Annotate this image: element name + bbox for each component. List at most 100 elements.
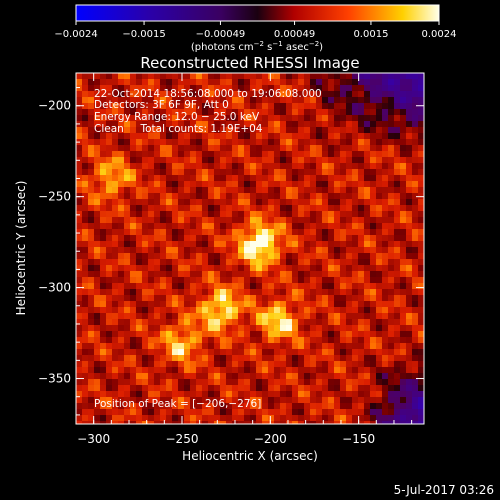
heatmap-cell xyxy=(202,307,208,313)
heatmap-cell xyxy=(340,355,346,361)
heatmap-cell xyxy=(244,319,250,325)
heatmap-cell xyxy=(376,145,382,151)
heatmap-cell xyxy=(418,181,424,187)
heatmap-cell xyxy=(112,115,118,121)
heatmap-cell xyxy=(250,343,256,349)
heatmap-cell xyxy=(316,271,322,277)
heatmap-cell xyxy=(160,109,166,115)
heatmap-cell xyxy=(160,331,166,337)
heatmap-cell xyxy=(376,361,382,367)
heatmap-cell xyxy=(160,367,166,373)
heatmap-cell xyxy=(274,127,280,133)
heatmap-cell xyxy=(226,397,232,403)
heatmap-cell xyxy=(202,199,208,205)
heatmap-cell xyxy=(250,337,256,343)
heatmap-cell xyxy=(304,259,310,265)
heatmap-cell xyxy=(184,115,190,121)
heatmap-cell xyxy=(118,145,124,151)
heatmap-cell xyxy=(352,421,358,424)
heatmap-cell xyxy=(100,373,106,379)
heatmap-cell xyxy=(88,145,94,151)
heatmap-cell xyxy=(262,361,268,367)
heatmap-cell xyxy=(262,259,268,265)
heatmap-cell xyxy=(232,241,238,247)
heatmap-cell xyxy=(94,121,100,127)
heatmap-cell xyxy=(94,115,100,121)
heatmap-cell xyxy=(196,253,202,259)
heatmap-cell xyxy=(214,163,220,169)
heatmap-cell xyxy=(184,133,190,139)
heatmap-cell xyxy=(352,271,358,277)
heatmap-cell xyxy=(256,205,262,211)
heatmap-cell xyxy=(328,109,334,115)
heatmap-cell xyxy=(244,295,250,301)
heatmap-cell xyxy=(304,397,310,403)
heatmap-cell xyxy=(412,247,418,253)
heatmap-cell xyxy=(382,139,388,145)
heatmap-cell xyxy=(370,409,376,415)
heatmap-cell xyxy=(220,409,226,415)
heatmap-cell xyxy=(328,181,334,187)
heatmap-cell xyxy=(160,283,166,289)
heatmap-cell xyxy=(394,127,400,133)
heatmap-cell xyxy=(274,325,280,331)
heatmap-cell xyxy=(226,385,232,391)
heatmap-cell xyxy=(304,97,310,103)
heatmap-cell xyxy=(418,121,424,127)
heatmap-cell xyxy=(322,175,328,181)
heatmap-cell xyxy=(316,187,322,193)
colorbar-tick-label: 0.0024 xyxy=(422,29,457,40)
heatmap-cell xyxy=(178,187,184,193)
heatmap-cell xyxy=(208,397,214,403)
heatmap-cell xyxy=(142,289,148,295)
heatmap-cell xyxy=(268,193,274,199)
heatmap-cell xyxy=(310,379,316,385)
heatmap-cell xyxy=(286,397,292,403)
heatmap-cell xyxy=(322,193,328,199)
heatmap-cell xyxy=(238,175,244,181)
heatmap-cell xyxy=(268,325,274,331)
footer-date: 5-Jul-2017 03:26 xyxy=(394,483,494,497)
heatmap-cell xyxy=(286,217,292,223)
heatmap-cell xyxy=(88,265,94,271)
heatmap-cell xyxy=(280,235,286,241)
heatmap-cell xyxy=(106,121,112,127)
heatmap-cell xyxy=(274,289,280,295)
heatmap-cell xyxy=(208,187,214,193)
heatmap-cell xyxy=(322,223,328,229)
heatmap-cell xyxy=(358,241,364,247)
heatmap-cell xyxy=(208,193,214,199)
heatmap-cell xyxy=(190,229,196,235)
heatmap-cell xyxy=(400,109,406,115)
heatmap-cell xyxy=(142,187,148,193)
heatmap-cell xyxy=(328,385,334,391)
heatmap-cell xyxy=(388,169,394,175)
heatmap-cell xyxy=(310,109,316,115)
heatmap-cell xyxy=(382,229,388,235)
heatmap-cell xyxy=(316,103,322,109)
heatmap-cell xyxy=(256,367,262,373)
heatmap-cell xyxy=(148,211,154,217)
heatmap-cell xyxy=(178,223,184,229)
heatmap-cell xyxy=(124,277,130,283)
heatmap-cell xyxy=(142,73,148,79)
heatmap-cell xyxy=(256,325,262,331)
heatmap-cell xyxy=(106,169,112,175)
heatmap-cell xyxy=(262,247,268,253)
heatmap-cell xyxy=(208,157,214,163)
heatmap-cell xyxy=(364,121,370,127)
heatmap-cell xyxy=(250,271,256,277)
heatmap-cell xyxy=(280,325,286,331)
heatmap-cell xyxy=(190,217,196,223)
heatmap-cell xyxy=(190,91,196,97)
heatmap-cell xyxy=(196,187,202,193)
heatmap-cell xyxy=(370,241,376,247)
heatmap-cell xyxy=(310,397,316,403)
heatmap-cell xyxy=(142,361,148,367)
heatmap-cell xyxy=(124,379,130,385)
heatmap-cell xyxy=(412,229,418,235)
heatmap-cell xyxy=(418,109,424,115)
heatmap-cell xyxy=(286,91,292,97)
heatmap-cell xyxy=(148,247,154,253)
heatmap-cell xyxy=(262,313,268,319)
